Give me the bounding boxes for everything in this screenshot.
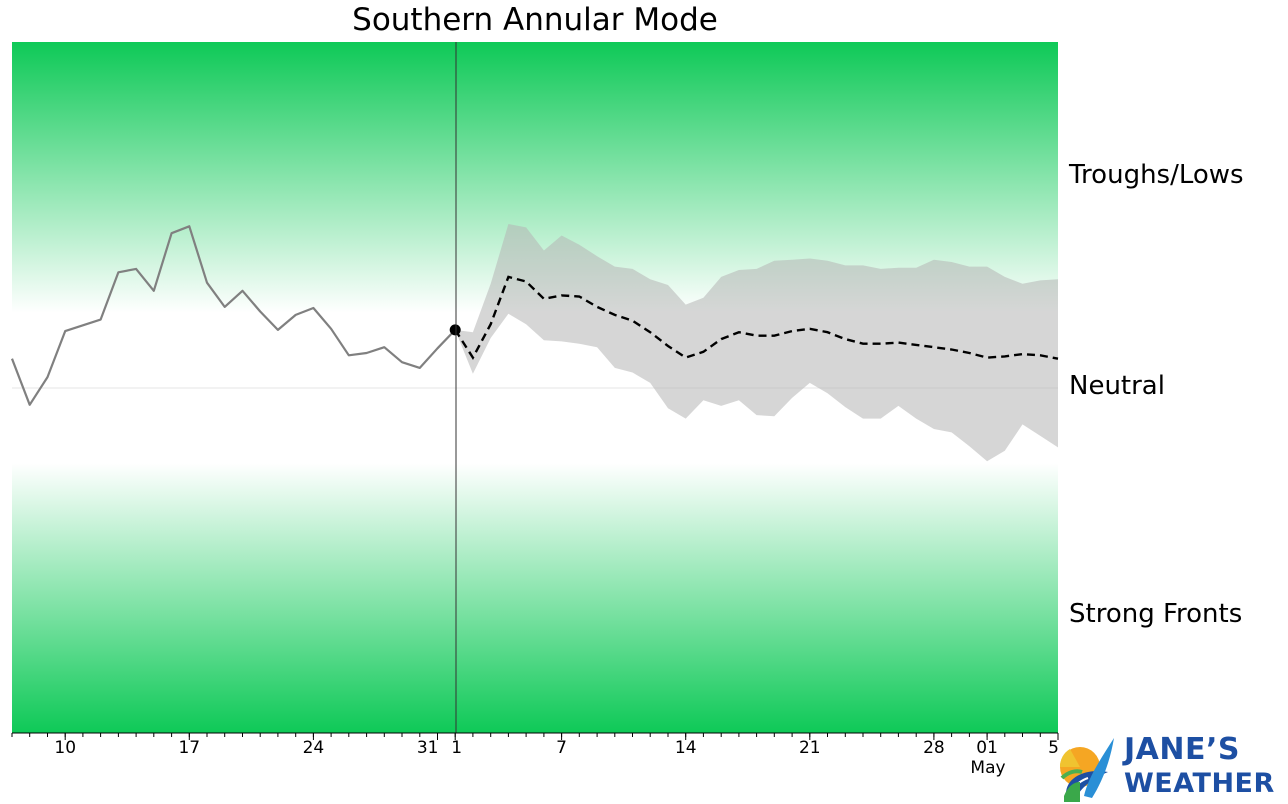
logo-emblem-icon bbox=[1059, 738, 1114, 802]
x-tick-label: 7 bbox=[556, 738, 567, 758]
band-label-neutral: Neutral bbox=[1069, 371, 1165, 401]
logo-text-janes: JANE’S bbox=[1124, 732, 1240, 767]
x-tick-label: 24 bbox=[303, 738, 325, 758]
band-label-strong-fronts: Strong Fronts bbox=[1069, 599, 1243, 629]
x-tick-label: 21 bbox=[799, 738, 821, 758]
x-month-label: May bbox=[970, 758, 1006, 778]
forecast-mean-line bbox=[454, 275, 1059, 360]
observed-series-line bbox=[10, 225, 456, 406]
x-tick-label: 1 bbox=[451, 738, 462, 758]
x-tick-label: 01 bbox=[976, 738, 998, 758]
band-label-troughs: Troughs/Lows bbox=[1069, 160, 1244, 190]
logo-text-weather: WEATHER bbox=[1124, 768, 1275, 799]
forecast-start-marker bbox=[449, 324, 461, 336]
fronts-band bbox=[12, 463, 1058, 733]
forecast-spread-band bbox=[455, 224, 1058, 462]
x-tick-label: 17 bbox=[178, 738, 200, 758]
chart-title: Southern Annular Mode bbox=[352, 2, 718, 38]
x-tick-label: 31 bbox=[417, 738, 439, 758]
x-tick-label: 10 bbox=[54, 738, 76, 758]
janes-weather-logo: JANE’S WEATHER bbox=[1058, 732, 1288, 802]
x-tick-label: 14 bbox=[675, 738, 697, 758]
x-tick-label: 5 bbox=[1048, 738, 1059, 758]
x-tick-label: 28 bbox=[923, 738, 945, 758]
